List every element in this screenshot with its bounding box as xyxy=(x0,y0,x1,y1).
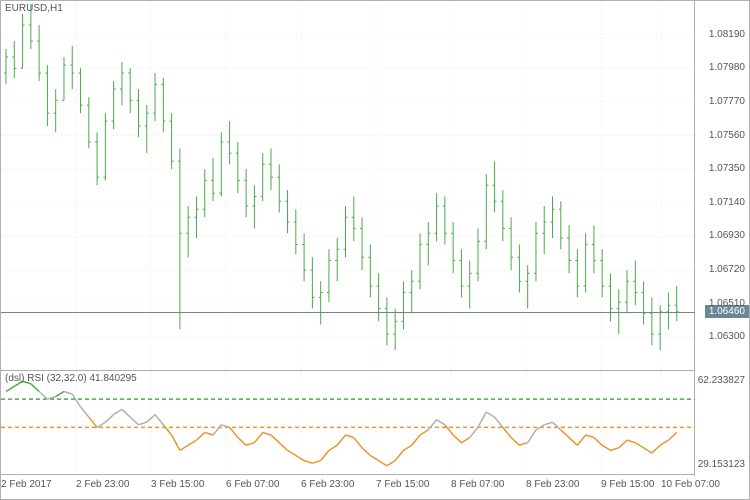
time-x-axis: 2 Feb 2017 2 Feb 23:00 3 Feb 15:00 6 Feb 07… xyxy=(1,474,695,499)
x-tick-label: 8 Feb 07:00 xyxy=(451,479,504,490)
indicator-y-axis: 29.153123 62.233827 xyxy=(693,371,749,476)
indicator-y-tick: 29.153123 xyxy=(698,459,745,470)
indicator-panel[interactable]: (dsl) RSI (32,32.0) 41.840295 xyxy=(1,371,695,476)
chart-container: EURUSD,H1 1.06460 1.063001.065101.067201… xyxy=(0,0,750,500)
x-tick-label: 7 Feb 15:00 xyxy=(376,479,429,490)
indicator-y-tick: 62.233827 xyxy=(698,375,745,386)
indicator-svg xyxy=(1,371,695,476)
x-tick-label: 6 Feb 07:00 xyxy=(226,479,279,490)
y-tick-label: 1.07350 xyxy=(709,163,745,174)
x-tick-label: 3 Feb 15:00 xyxy=(151,479,204,490)
y-tick-label: 1.07560 xyxy=(709,130,745,141)
x-tick-label: 2 Feb 23:00 xyxy=(76,479,129,490)
y-tick-label: 1.07980 xyxy=(709,62,745,73)
price-y-axis: 1.06460 1.063001.065101.067201.069301.07… xyxy=(693,1,749,371)
x-tick-label: 6 Feb 23:00 xyxy=(301,479,354,490)
y-tick-label: 1.06930 xyxy=(709,230,745,241)
indicator-label: (dsl) RSI (32,32.0) 41.840295 xyxy=(5,373,137,384)
y-tick-label: 1.06510 xyxy=(709,298,745,309)
y-tick-label: 1.07140 xyxy=(709,197,745,208)
price-chart-svg xyxy=(1,1,695,371)
y-tick-label: 1.08190 xyxy=(709,29,745,40)
y-tick-label: 1.06300 xyxy=(709,331,745,342)
price-chart-panel[interactable]: EURUSD,H1 xyxy=(1,1,695,371)
x-tick-label: 2 Feb 2017 xyxy=(1,479,52,490)
x-tick-label: 9 Feb 15:00 xyxy=(601,479,654,490)
y-tick-label: 1.07770 xyxy=(709,96,745,107)
current-price-line xyxy=(1,312,695,313)
x-tick-label: 8 Feb 23:00 xyxy=(526,479,579,490)
x-tick-label: 10 Feb 07:00 xyxy=(661,479,720,490)
y-tick-label: 1.06720 xyxy=(709,264,745,275)
chart-title: EURUSD,H1 xyxy=(5,3,63,14)
